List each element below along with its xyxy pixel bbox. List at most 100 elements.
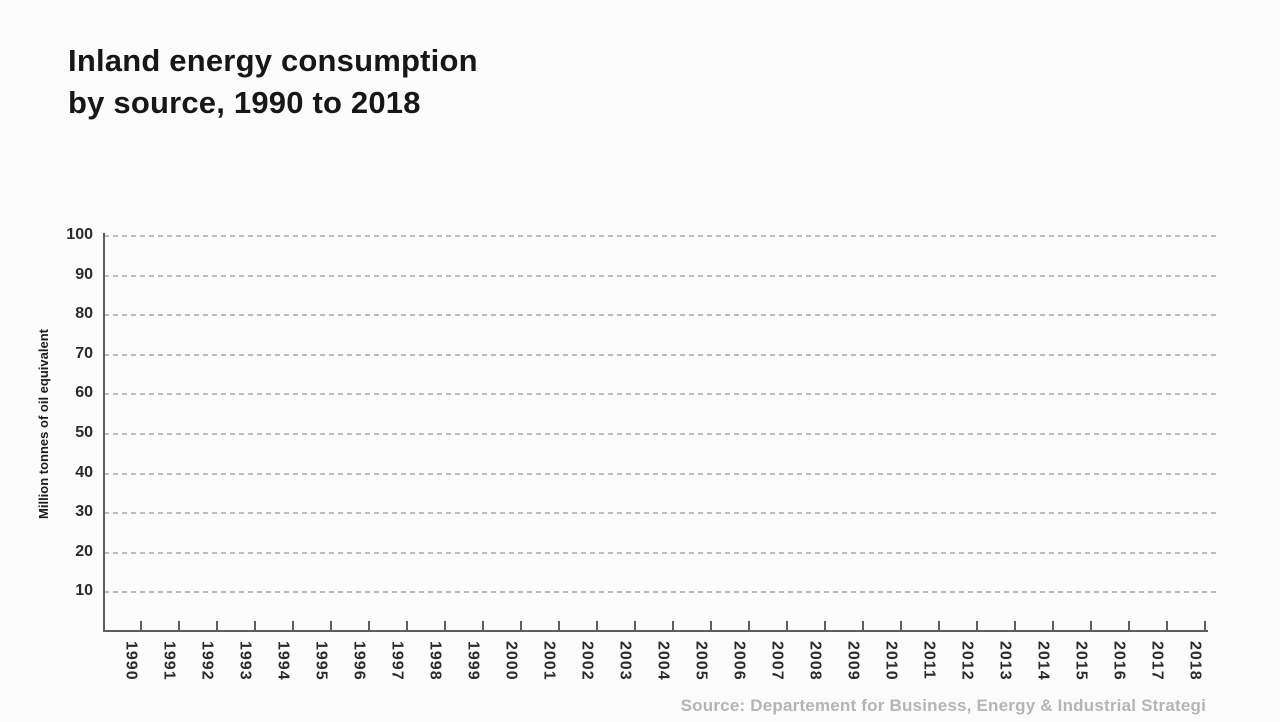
y-tick-label-100: 100 [66,226,93,243]
x-tick-mark-2009 [861,621,864,630]
x-tick-mark-1990 [139,621,142,630]
x-tick-label-text: 2007 [768,641,786,681]
x-tick-mark-2008 [823,621,826,630]
x-tick-mark-2015 [1089,621,1092,630]
chart-title: Inland energy consumption by source, 199… [68,40,478,124]
x-tick-label-text: 1993 [236,641,254,681]
x-tick-mark-2002 [595,621,598,630]
x-tick-label-text: 2012 [958,641,976,681]
gridline-30 [104,512,1216,515]
x-tick-mark-1993 [253,621,256,630]
x-tick-label-2004: 2004 [655,641,681,711]
x-tick-label-text: 2003 [616,641,634,681]
gridline-60 [104,393,1216,396]
x-tick-mark-2011 [937,621,940,630]
x-tick-label-text: 2010 [882,641,900,681]
x-tick-mark-1994 [291,621,294,630]
x-tick-label-text: 2014 [1034,641,1052,681]
gridline-100 [104,235,1216,237]
y-tick-label-40: 40 [75,463,93,481]
gridline-70 [104,353,1216,356]
x-tick-label-2017: 2017 [1149,641,1175,711]
x-tick-label-2006: 2006 [731,641,757,711]
y-tick-label-10: 10 [75,582,93,600]
x-tick-mark-2001 [557,621,560,630]
x-tick-label-1992: 1992 [199,641,225,711]
y-tick-label-20: 20 [75,542,93,560]
x-tick-mark-1998 [443,621,446,630]
x-tick-label-1991: 1991 [161,641,187,711]
x-tick-label-text: 1992 [198,641,216,681]
x-tick-mark-2013 [1013,621,1016,630]
x-tick-label-1999: 1999 [465,641,491,711]
x-tick-label-2005: 2005 [693,641,719,711]
x-tick-label-text: 2017 [1148,641,1166,681]
x-tick-label-text: 1997 [388,641,406,681]
x-tick-label-text: 2005 [692,641,710,681]
x-tick-mark-2007 [785,621,788,630]
x-tick-label-text: 2016 [1110,641,1128,681]
y-tick-label-70: 70 [75,344,93,362]
x-tick-label-2003: 2003 [617,641,643,711]
x-tick-mark-2018 [1203,621,1206,630]
source-note: Source: Departement for Business, Energy… [680,696,1206,715]
x-tick-label-1998: 1998 [427,641,453,711]
x-tick-label-text: 2002 [578,641,596,681]
x-tick-mark-2006 [747,621,750,630]
x-tick-mark-2003 [633,621,636,630]
gridline-50 [104,433,1216,435]
x-tick-label-text: 2018 [1186,641,1204,681]
x-tick-label-1995: 1995 [313,641,339,711]
x-tick-mark-1991 [177,621,180,630]
x-tick-label-2007: 2007 [769,641,795,711]
chart-title-line1: Inland energy consumption [68,43,478,78]
x-tick-label-1993: 1993 [237,641,263,711]
x-tick-label-2000: 2000 [503,641,529,711]
x-tick-mark-2014 [1051,621,1054,630]
x-tick-label-2013: 2013 [997,641,1023,711]
x-tick-label-1996: 1996 [351,641,377,711]
x-tick-mark-1999 [481,621,484,630]
x-tick-label-text: 2013 [996,641,1014,681]
x-tick-mark-2005 [709,621,712,630]
x-tick-mark-1996 [367,621,370,630]
x-tick-label-text: 1998 [426,641,444,681]
x-tick-mark-2004 [671,621,674,630]
y-axis-line [103,233,105,632]
x-tick-label-text: 2000 [502,641,520,681]
y-tick-label-80: 80 [75,305,93,323]
x-tick-label-text: 2011 [920,641,938,680]
x-tick-label-2009: 2009 [845,641,871,711]
x-tick-label-text: 1994 [274,641,292,681]
x-tick-label-1997: 1997 [389,641,415,711]
x-axis-line [103,630,1208,632]
x-tick-label-text: 1991 [160,641,178,681]
x-tick-label-2001: 2001 [541,641,567,711]
x-tick-label-2008: 2008 [807,641,833,711]
x-tick-label-text: 2009 [844,641,862,681]
x-tick-label-text: 2008 [806,641,824,681]
y-tick-label-50: 50 [75,424,93,441]
gridline-20 [104,551,1216,554]
gridline-40 [104,472,1216,475]
gridline-90 [104,274,1216,277]
x-tick-mark-2016 [1127,621,1130,630]
x-tick-label-1994: 1994 [275,641,301,711]
x-tick-mark-1997 [405,621,408,630]
x-tick-label-text: 1995 [312,641,330,681]
gridline-10 [104,591,1216,594]
x-tick-label-text: 2004 [654,641,672,681]
x-tick-label-2018: 2018 [1187,641,1213,711]
x-tick-mark-2017 [1165,621,1168,630]
x-tick-mark-1992 [215,621,218,630]
x-tick-label-2016: 2016 [1111,641,1137,711]
x-tick-label-text: 2015 [1072,641,1090,681]
x-tick-mark-1995 [329,621,332,630]
x-tick-label-text: 2006 [730,641,748,681]
gridline-80 [104,314,1216,317]
x-tick-mark-2010 [899,621,902,630]
x-tick-label-text: 2001 [540,641,558,681]
x-tick-label-2014: 2014 [1035,641,1061,711]
